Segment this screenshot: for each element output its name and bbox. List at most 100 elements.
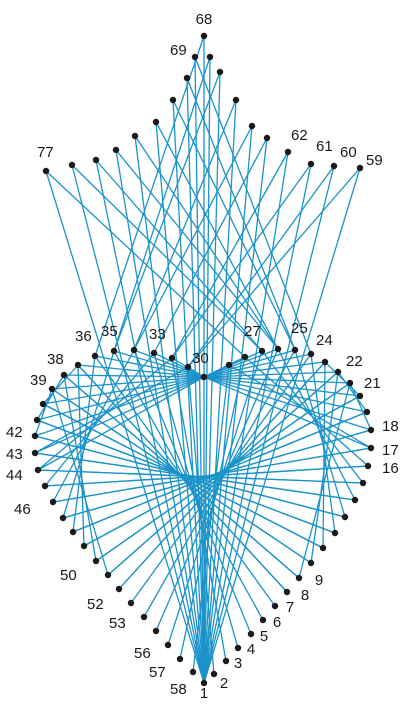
nail-label: 57 bbox=[149, 664, 166, 681]
nail-dot bbox=[191, 53, 199, 61]
nail-label: 52 bbox=[87, 596, 104, 613]
nail-dot bbox=[283, 588, 291, 596]
heart-cross-string bbox=[179, 356, 246, 660]
flame-center-string bbox=[194, 56, 205, 684]
nail-dot bbox=[330, 162, 338, 170]
nail-dot bbox=[346, 379, 354, 387]
nail-dot bbox=[189, 668, 197, 676]
nail-dot bbox=[59, 514, 67, 522]
nail-dot bbox=[222, 657, 230, 665]
nail-dot bbox=[33, 416, 41, 424]
flame-string bbox=[155, 121, 279, 350]
nail-dot bbox=[367, 426, 375, 434]
nail-label: 24 bbox=[316, 332, 333, 349]
nail-label: 7 bbox=[286, 599, 294, 616]
nail-labels: 1234567891617182122242527303335363839424… bbox=[6, 11, 399, 702]
nail-dot bbox=[321, 358, 329, 366]
nail-label: 50 bbox=[60, 567, 77, 584]
nail-dot bbox=[241, 353, 249, 361]
side-string bbox=[228, 364, 372, 449]
heart-cross-string bbox=[52, 447, 372, 503]
flame-string bbox=[172, 99, 296, 351]
lobe-string bbox=[77, 364, 205, 378]
flame-string bbox=[171, 163, 312, 359]
nail-label: 69 bbox=[170, 42, 187, 59]
nail-dot bbox=[91, 352, 99, 360]
flame-center-string bbox=[115, 149, 205, 684]
lobe-string bbox=[34, 376, 205, 437]
nail-label: 56 bbox=[134, 645, 151, 662]
lobe-string bbox=[203, 376, 368, 413]
nail-label: 9 bbox=[315, 572, 323, 589]
flame-center-string bbox=[203, 99, 237, 684]
flame-string bbox=[71, 164, 263, 352]
side-string bbox=[244, 356, 369, 467]
nail-dot bbox=[39, 400, 47, 408]
heart-cross-string bbox=[44, 465, 369, 487]
lobe-string bbox=[203, 376, 351, 384]
nail-dot bbox=[68, 161, 76, 169]
nail-dot bbox=[341, 513, 349, 521]
nail-dot bbox=[80, 542, 88, 550]
lobe-string bbox=[153, 352, 205, 378]
flame-string bbox=[134, 135, 279, 350]
nail-label: 4 bbox=[247, 641, 255, 658]
nail-label: 68 bbox=[196, 11, 213, 28]
lobe-string bbox=[203, 364, 230, 378]
flame-center-string bbox=[203, 56, 211, 684]
string-lines bbox=[34, 35, 372, 684]
nail-dot bbox=[41, 482, 49, 490]
nail-dot bbox=[206, 53, 214, 61]
nail-label: 21 bbox=[364, 375, 381, 392]
nail-dot bbox=[307, 350, 315, 358]
nail-label: 77 bbox=[37, 144, 54, 161]
nail-dot bbox=[216, 68, 224, 76]
nail-dot bbox=[183, 74, 191, 82]
lobe-string bbox=[113, 350, 205, 378]
flame-string bbox=[95, 159, 263, 352]
lobe-string bbox=[94, 355, 205, 378]
nail-label: 42 bbox=[6, 424, 23, 441]
nail-dot bbox=[331, 529, 339, 537]
nail-label: 1 bbox=[200, 685, 208, 702]
nail-dot bbox=[127, 599, 135, 607]
flame-center-string bbox=[203, 151, 289, 684]
nail-dot bbox=[164, 641, 172, 649]
nail-dot bbox=[210, 670, 218, 678]
lobe-string bbox=[133, 349, 205, 378]
side-string bbox=[36, 374, 65, 421]
nail-label: 35 bbox=[101, 323, 118, 340]
lobe-string bbox=[36, 376, 205, 421]
nail-label: 22 bbox=[346, 353, 363, 370]
side-string bbox=[63, 374, 97, 562]
lobe-string bbox=[203, 376, 372, 431]
nail-label: 44 bbox=[6, 467, 23, 484]
flame-center-string bbox=[95, 159, 205, 684]
nail-dot bbox=[169, 96, 177, 104]
nail-label: 33 bbox=[149, 326, 166, 343]
nail-label: 6 bbox=[273, 614, 281, 631]
side-string bbox=[51, 388, 109, 576]
nail-dot bbox=[274, 345, 282, 353]
nail-label: 58 bbox=[170, 681, 187, 698]
nail-label: 16 bbox=[382, 460, 399, 477]
nail-dot bbox=[225, 361, 233, 369]
heart-cross-string bbox=[192, 364, 230, 673]
nail-dot bbox=[200, 679, 208, 687]
heart-cross-string bbox=[143, 349, 296, 618]
nail-dot bbox=[184, 363, 192, 371]
nail-dot bbox=[359, 479, 367, 487]
flame-center-string bbox=[203, 163, 312, 684]
lobe-string bbox=[34, 376, 205, 454]
nail-label: 43 bbox=[6, 446, 23, 463]
nail-dot bbox=[112, 146, 120, 154]
nail-dot bbox=[200, 32, 208, 40]
nail-dot bbox=[367, 444, 375, 452]
nail-dot bbox=[130, 346, 138, 354]
nail-dot bbox=[234, 644, 242, 652]
nail-label: 36 bbox=[75, 328, 92, 345]
flame-string bbox=[187, 165, 335, 368]
flame-string bbox=[187, 167, 361, 368]
nail-dot bbox=[291, 346, 299, 354]
side-string bbox=[44, 352, 155, 487]
